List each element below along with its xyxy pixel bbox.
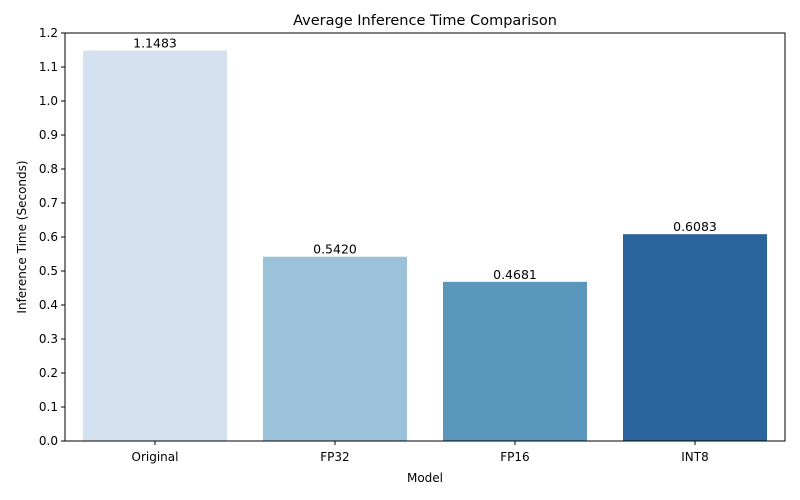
x-tick-label-fp32: FP32 bbox=[320, 450, 349, 464]
bar-original bbox=[83, 50, 227, 441]
data-label-int8: 0.6083 bbox=[673, 219, 717, 234]
data-label-fp16: 0.4681 bbox=[493, 267, 537, 282]
x-tick-label-original: Original bbox=[132, 450, 179, 464]
bars-layer bbox=[83, 50, 767, 441]
chart-title: Average Inference Time Comparison bbox=[293, 13, 557, 29]
y-tick-label: 0.0 bbox=[39, 434, 58, 448]
y-axis-label: Inference Time (Seconds) bbox=[15, 160, 29, 313]
y-tick-label: 0.1 bbox=[39, 400, 58, 414]
y-axis: 0.0 0.1 0.2 0.3 0.4 0.5 0.6 0.7 0.8 0.9 1.0 1.1 1.2 bbox=[39, 26, 65, 448]
data-label-original: 1.1483 bbox=[133, 36, 177, 51]
y-tick-label: 1.2 bbox=[39, 26, 58, 40]
bar-int8 bbox=[623, 234, 767, 441]
y-tick-label: 0.3 bbox=[39, 332, 58, 346]
y-tick-label: 0.6 bbox=[39, 230, 58, 244]
y-tick-label: 1.0 bbox=[39, 94, 58, 108]
data-labels-layer: 1.1483 0.5420 0.4681 0.6083 bbox=[133, 36, 717, 282]
x-axis: Original FP32 FP16 INT8 bbox=[132, 441, 709, 464]
x-axis-label: Model bbox=[407, 471, 443, 485]
y-tick-label: 0.9 bbox=[39, 128, 58, 142]
y-tick-label: 0.4 bbox=[39, 298, 58, 312]
y-tick-label: 0.5 bbox=[39, 264, 58, 278]
bar-fp16 bbox=[443, 281, 587, 441]
y-tick-label: 0.8 bbox=[39, 162, 58, 176]
y-tick-label: 0.2 bbox=[39, 366, 58, 380]
x-tick-label-fp16: FP16 bbox=[500, 450, 529, 464]
bar-fp32 bbox=[263, 256, 407, 441]
y-tick-label: 0.7 bbox=[39, 196, 58, 210]
x-tick-label-int8: INT8 bbox=[681, 450, 708, 464]
data-label-fp32: 0.5420 bbox=[313, 242, 357, 257]
plot-frame bbox=[64, 32, 786, 442]
y-tick-label: 1.1 bbox=[39, 60, 58, 74]
